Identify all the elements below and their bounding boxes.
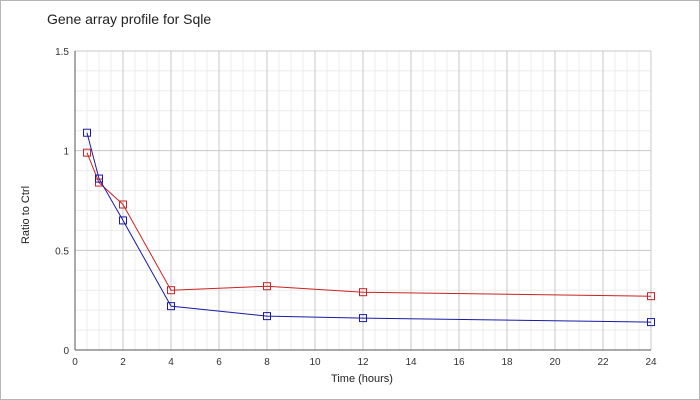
x-tick-label: 22 [597,357,609,368]
series-1-line [86,152,652,297]
y-tick-label: 1 [63,147,69,158]
y-tick-label: 0.5 [55,246,69,257]
x-tick-label: 14 [405,357,417,368]
x-tick-label: 6 [216,357,222,368]
series-1-point [167,286,175,295]
series-2-point [263,312,271,321]
x-tick-label: 12 [357,357,369,368]
series-1-point [647,292,655,301]
series-2-point [119,216,127,225]
series-2-point [83,128,91,137]
chart-title: Gene array profile for Sqle [47,11,212,27]
x-tick-label: 4 [168,357,174,368]
series-1-point [359,288,367,297]
x-axis-label: Time (hours) [331,373,393,385]
series-1-point [83,148,91,157]
y-tick-label: 1.5 [55,47,69,58]
series-1-point [263,282,271,291]
series-1-point [119,200,127,209]
series-2-point [647,318,655,327]
x-tick-label: 8 [264,357,270,368]
x-tick-label: 10 [309,357,321,368]
x-tick-label: 20 [549,357,561,368]
y-tick-label: 0 [63,346,69,357]
x-tick-label: 18 [501,357,513,368]
series-2-line [86,132,652,323]
x-tick-label: 16 [453,357,465,368]
x-tick-label: 0 [72,357,78,368]
series-2-point [359,314,367,323]
series-2-point [95,174,103,183]
x-tick-label: 24 [645,357,657,368]
series-2-point [167,302,175,311]
x-tick-label: 2 [120,357,126,368]
